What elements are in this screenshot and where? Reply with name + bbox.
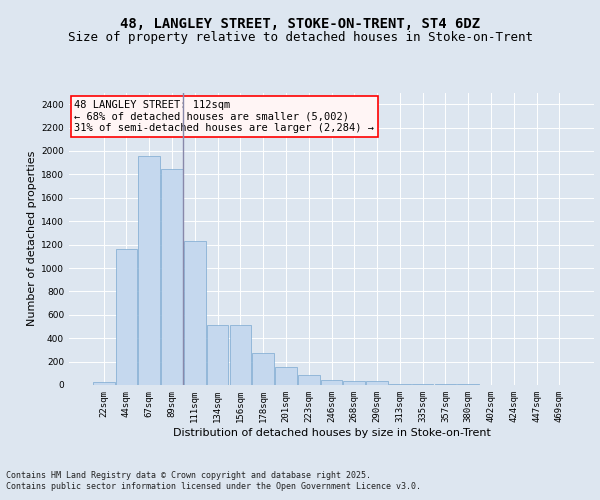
Bar xyxy=(412,384,433,385)
Bar xyxy=(320,380,343,385)
Bar xyxy=(275,367,297,385)
Bar xyxy=(116,248,137,385)
Bar xyxy=(457,384,479,385)
Bar xyxy=(366,382,388,385)
Y-axis label: Number of detached properties: Number of detached properties xyxy=(27,151,37,326)
Text: Contains public sector information licensed under the Open Government Licence v3: Contains public sector information licen… xyxy=(6,482,421,491)
Bar xyxy=(93,382,115,385)
Bar xyxy=(230,326,251,385)
Bar xyxy=(161,169,183,385)
Text: 48 LANGLEY STREET: 112sqm
← 68% of detached houses are smaller (5,002)
31% of se: 48 LANGLEY STREET: 112sqm ← 68% of detac… xyxy=(74,100,374,133)
Bar xyxy=(207,324,229,385)
Text: Size of property relative to detached houses in Stoke-on-Trent: Size of property relative to detached ho… xyxy=(67,32,533,44)
Bar xyxy=(253,353,274,385)
X-axis label: Distribution of detached houses by size in Stoke-on-Trent: Distribution of detached houses by size … xyxy=(173,428,490,438)
Bar xyxy=(298,375,320,385)
Bar xyxy=(139,156,160,385)
Text: 48, LANGLEY STREET, STOKE-ON-TRENT, ST4 6DZ: 48, LANGLEY STREET, STOKE-ON-TRENT, ST4 … xyxy=(120,18,480,32)
Bar xyxy=(343,382,365,385)
Text: Contains HM Land Registry data © Crown copyright and database right 2025.: Contains HM Land Registry data © Crown c… xyxy=(6,471,371,480)
Bar xyxy=(389,384,410,385)
Bar xyxy=(434,384,456,385)
Bar xyxy=(184,241,206,385)
